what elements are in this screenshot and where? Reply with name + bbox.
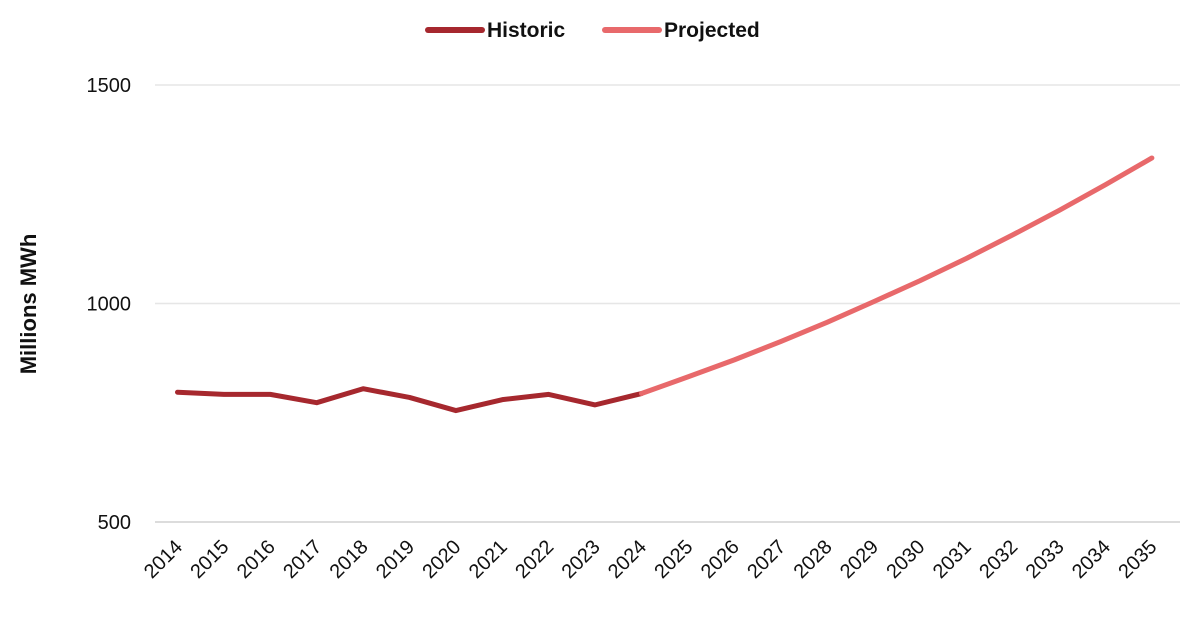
legend-item-historic: Historic: [425, 19, 566, 42]
x-tick-label: 2017: [279, 536, 326, 583]
x-tick-label: 2031: [929, 536, 976, 583]
x-tick-label: 2026: [697, 536, 744, 583]
gridlines: [155, 84, 1180, 523]
x-tick-label: 2018: [326, 536, 373, 583]
legend: Historic Projected: [425, 19, 760, 42]
y-tick-label: 1000: [87, 294, 132, 316]
x-tick-label: 2028: [790, 536, 837, 583]
x-tick-label: 2023: [558, 536, 605, 583]
y-axis-ticks: 500 1000 1500: [87, 75, 132, 534]
x-tick-label: 2024: [604, 536, 651, 583]
series-lines: [175, 155, 1155, 414]
series-line-historic: [175, 386, 644, 414]
x-axis-ticks: 2014 2015 2016 2017 2018 2019 2020 2021 2022 2023…: [140, 536, 1161, 583]
x-tick-label: 2029: [836, 536, 883, 583]
x-tick-label: 2015: [186, 536, 233, 583]
y-tick-label: 1500: [87, 75, 132, 97]
x-tick-label: 2019: [372, 536, 419, 583]
x-tick-label: 2020: [418, 536, 465, 583]
x-tick-label: 2025: [650, 536, 697, 583]
x-tick-label: 2030: [882, 536, 929, 583]
x-tick-label: 2032: [975, 536, 1022, 583]
legend-item-projected: Projected: [602, 19, 760, 42]
legend-label-projected: Projected: [664, 19, 760, 42]
x-tick-label: 2035: [1114, 536, 1161, 583]
x-tick-label: 2016: [233, 536, 280, 583]
legend-label-historic: Historic: [487, 19, 566, 42]
series-line-projected: [639, 155, 1155, 397]
x-tick-label: 2034: [1068, 536, 1115, 583]
x-tick-label: 2033: [1022, 536, 1069, 583]
y-tick-label: 500: [98, 512, 131, 534]
x-tick-label: 2014: [140, 536, 187, 583]
x-tick-label: 2021: [465, 536, 512, 583]
x-tick-label: 2027: [743, 536, 790, 583]
x-tick-label: 2022: [511, 536, 558, 583]
y-axis-title: Millions MWh: [16, 234, 41, 375]
